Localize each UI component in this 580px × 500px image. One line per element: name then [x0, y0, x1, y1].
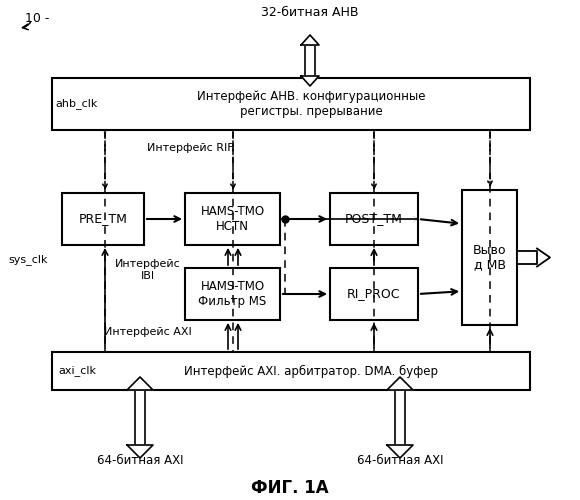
Polygon shape — [127, 445, 153, 458]
Text: Интерфейс RIF: Интерфейс RIF — [147, 143, 233, 153]
Text: HAMS-TMO
Фильтр MS: HAMS-TMO Фильтр MS — [198, 280, 267, 308]
FancyBboxPatch shape — [330, 268, 418, 320]
FancyBboxPatch shape — [52, 352, 530, 390]
Polygon shape — [517, 251, 537, 264]
Polygon shape — [387, 377, 413, 390]
Text: Интерфейс
IBI: Интерфейс IBI — [115, 259, 181, 281]
FancyBboxPatch shape — [330, 193, 418, 245]
Text: Интерфейс АХI. арбитратор. DMA. буфер: Интерфейс АХI. арбитратор. DMA. буфер — [184, 364, 438, 378]
Text: ФИГ. 1А: ФИГ. 1А — [251, 479, 329, 497]
Polygon shape — [301, 35, 319, 45]
Text: RI_PROC: RI_PROC — [347, 288, 401, 300]
Polygon shape — [301, 76, 319, 86]
Text: ahb_clk: ahb_clk — [56, 98, 98, 110]
FancyBboxPatch shape — [185, 268, 280, 320]
FancyBboxPatch shape — [462, 190, 517, 325]
Text: HAMS-TMO
HCTN: HAMS-TMO HCTN — [201, 205, 264, 233]
Polygon shape — [387, 445, 413, 458]
Text: Интерфейс АНВ. конфигурационные
регистры. прерывание: Интерфейс АНВ. конфигурационные регистры… — [197, 90, 425, 118]
FancyBboxPatch shape — [52, 78, 530, 130]
FancyBboxPatch shape — [185, 193, 280, 245]
Text: 32-битная АНВ: 32-битная АНВ — [261, 6, 359, 20]
Text: PRE_TM: PRE_TM — [78, 212, 128, 226]
Polygon shape — [127, 377, 153, 390]
Text: sys_clk: sys_clk — [8, 254, 48, 266]
Text: Выво
д МВ: Выво д МВ — [473, 244, 506, 272]
Text: Интерфейс АХI: Интерфейс АХI — [104, 327, 192, 337]
Text: 10 -: 10 - — [25, 12, 49, 24]
Text: 64-битная АХI: 64-битная АХI — [97, 454, 183, 466]
FancyBboxPatch shape — [62, 193, 144, 245]
Text: 64-битная АХI: 64-битная АХI — [357, 454, 443, 466]
Polygon shape — [537, 248, 550, 266]
Text: POST_TM: POST_TM — [345, 212, 403, 226]
Text: axi_clk: axi_clk — [58, 366, 96, 376]
